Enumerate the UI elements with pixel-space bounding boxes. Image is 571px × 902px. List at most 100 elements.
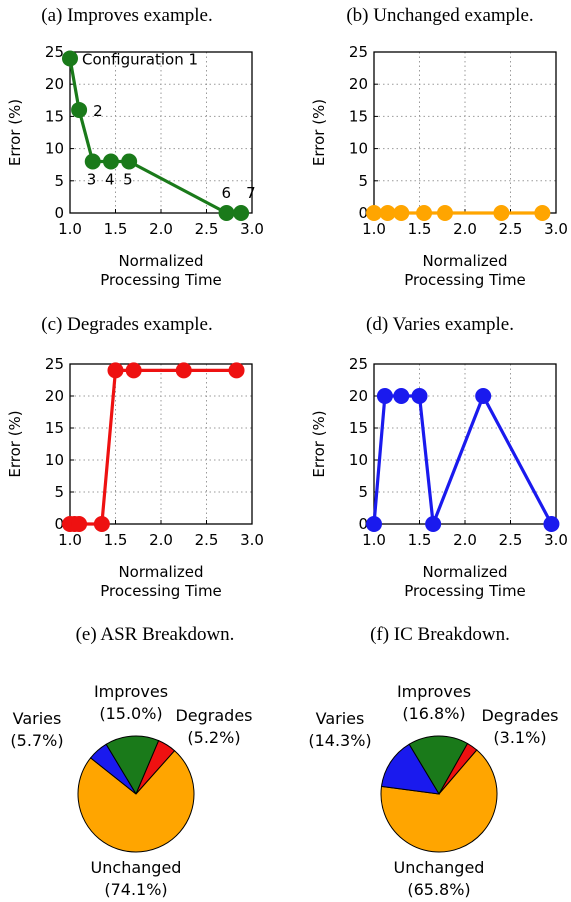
data-point <box>393 388 410 404</box>
data-point <box>366 205 382 221</box>
y-tick-label: 10 <box>45 451 64 469</box>
y-tick-label: 15 <box>45 419 64 437</box>
pie-slice <box>77 750 195 853</box>
x-tick-label: 1.5 <box>104 220 128 238</box>
pie-label-name: Unchanged <box>394 858 485 877</box>
x-tick-label: 1.0 <box>58 220 82 238</box>
y-tick-label: 0 <box>358 515 368 533</box>
data-point <box>475 388 492 404</box>
y-tick-label: 5 <box>358 483 368 501</box>
data-point <box>379 205 396 221</box>
pie-slice <box>105 735 160 796</box>
point-label: 2 <box>93 102 103 120</box>
plot-frame <box>373 51 557 214</box>
data-point <box>71 516 88 532</box>
chart-title-f: (f) IC Breakdown. <box>370 624 510 645</box>
y-axis-label: Error (%) <box>6 99 24 166</box>
x-axis-label: Normalized <box>422 563 507 581</box>
y-tick-label: 10 <box>349 140 368 158</box>
chart-title-d: (d) Varies example. <box>366 314 514 335</box>
data-point <box>416 205 433 221</box>
pie-label-percent: (15.0%) <box>99 704 162 723</box>
y-tick-label: 0 <box>358 204 368 222</box>
data-point <box>376 388 393 404</box>
x-tick-label: 2.5 <box>195 220 219 238</box>
data-point <box>493 205 510 221</box>
pie-label-name: Degrades <box>481 706 558 725</box>
data-point <box>366 516 382 532</box>
data-point <box>84 153 101 170</box>
pie-label-name: Varies <box>316 709 365 728</box>
pie-label-name: Improves <box>94 682 168 701</box>
x-tick-label: 1.5 <box>408 220 432 238</box>
y-tick-label: 15 <box>349 107 368 125</box>
x-tick-label: 2.5 <box>499 531 523 549</box>
chart-title-e: (e) ASR Breakdown. <box>76 624 235 645</box>
x-tick-label: 1.5 <box>408 531 432 549</box>
data-point <box>175 362 192 379</box>
y-tick-label: 25 <box>45 43 64 61</box>
line-chart-unchanged: 1.0 1.5 2.0 2.5 3.0 0 5 10 15 20 25 NormalizedProce… <box>310 43 568 289</box>
x-tick-label: 3.0 <box>544 220 568 238</box>
y-tick-label: 15 <box>349 419 368 437</box>
pie-label-percent: (3.1%) <box>493 728 546 747</box>
pie-label-name: Varies <box>13 709 62 728</box>
x-tick-label: 3.0 <box>240 531 264 549</box>
x-tick-label: 1.5 <box>104 531 128 549</box>
data-point <box>71 101 88 118</box>
y-axis-label: Error (%) <box>6 410 24 477</box>
pie-label-name: Degrades <box>175 706 252 725</box>
x-tick-label: 2.0 <box>149 531 173 549</box>
pie-label-percent: (14.3%) <box>308 731 371 750</box>
point-label: Configuration 1 <box>82 50 198 68</box>
data-point <box>228 362 245 379</box>
pie-chart-ic: Improves (16.8%) Degrades (3.1%) Unchanged (6… <box>308 682 558 899</box>
x-tick-label: 2.5 <box>499 220 523 238</box>
y-axis-label: Error (%) <box>310 99 328 166</box>
x-tick-label: 2.5 <box>195 531 219 549</box>
data-point <box>102 153 119 170</box>
line-chart-improves: 1.0 1.5 2.0 2.5 3.00510152025NormalizedProce… <box>6 43 264 289</box>
y-tick-label: 25 <box>45 355 64 373</box>
y-tick-label: 20 <box>45 387 64 405</box>
y-tick-label: 15 <box>45 107 64 125</box>
pie-label-percent: (65.8%) <box>407 880 470 899</box>
point-label: 4 <box>105 170 115 188</box>
pie-label-percent: (5.7%) <box>10 731 63 750</box>
pie-slice <box>380 749 498 853</box>
pie-label-percent: (5.2%) <box>187 728 240 747</box>
x-axis-label: Processing Time <box>100 271 222 289</box>
data-point <box>436 205 453 221</box>
data-point <box>411 388 428 404</box>
x-axis-label: Normalized <box>118 252 203 270</box>
y-tick-label: 5 <box>54 483 64 501</box>
x-tick-label: 1.0 <box>58 531 82 549</box>
x-tick-label: 3.0 <box>544 531 568 549</box>
pie-slice <box>380 743 440 795</box>
x-axis-label: Processing Time <box>404 271 526 289</box>
y-axis-label: Error (%) <box>310 410 328 477</box>
x-axis-label: Processing Time <box>100 582 222 600</box>
chart-title-c: (c) Degrades example. <box>41 314 212 335</box>
point-label: 6 <box>222 184 232 202</box>
pie-label-name: Improves <box>397 682 471 701</box>
pie-slice <box>408 735 469 795</box>
data-point <box>93 516 110 532</box>
pie-slice <box>89 743 137 795</box>
y-tick-label: 20 <box>45 75 64 93</box>
x-tick-label: 1.0 <box>362 531 386 549</box>
data-point <box>107 362 124 379</box>
x-axis-label: Normalized <box>118 563 203 581</box>
data-point <box>425 516 442 532</box>
pie-label-percent: (16.8%) <box>402 704 465 723</box>
chart-title-b: (b) Unchanged example. <box>346 5 533 26</box>
y-tick-label: 0 <box>54 204 64 222</box>
pie-label-name: Unchanged <box>91 858 182 877</box>
x-axis-label: Processing Time <box>404 582 526 600</box>
y-tick-label: 25 <box>349 43 368 61</box>
x-axis-label: Normalized <box>422 252 507 270</box>
series-line <box>372 394 553 526</box>
line-chart-degrades: 1.0 1.5 2.0 2.5 3.0 0 5 10 15 20 25 NormalizedProce… <box>6 355 264 600</box>
data-point <box>233 205 250 221</box>
